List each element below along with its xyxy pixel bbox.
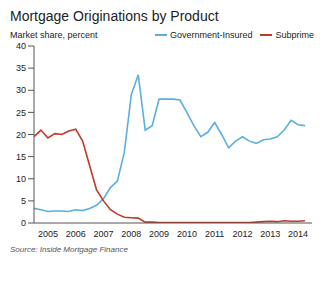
svg-text:15: 15 <box>16 152 26 162</box>
svg-text:35: 35 <box>16 63 26 73</box>
svg-text:2006: 2006 <box>66 229 86 239</box>
svg-text:40: 40 <box>16 41 26 51</box>
html-text:Market share, percent: Market share, percent <box>10 30 98 40</box>
svg-text:30: 30 <box>16 85 26 95</box>
html-text:Source: Inside Mortgage Financ: Source: Inside Mortgage Finance <box>10 245 128 254</box>
svg-text:10: 10 <box>16 174 26 184</box>
svg-text:2010: 2010 <box>177 229 197 239</box>
svg-text:0: 0 <box>21 218 26 228</box>
html-text:Subprime: Subprime <box>275 30 314 40</box>
svg-text:2014: 2014 <box>288 229 308 239</box>
svg-text:2009: 2009 <box>149 229 169 239</box>
svg-text:5: 5 <box>21 196 26 206</box>
svg-text:20: 20 <box>16 130 26 140</box>
svg-text:25: 25 <box>16 108 26 118</box>
svg-text:2007: 2007 <box>93 229 113 239</box>
svg-text:2008: 2008 <box>121 229 141 239</box>
svg-text:2013: 2013 <box>260 229 280 239</box>
svg-text:2005: 2005 <box>38 229 58 239</box>
html-text:Mortgage Originations by Produ: Mortgage Originations by Product <box>10 8 219 24</box>
html-text:Government-Insured: Government-Insured <box>169 30 253 40</box>
svg-text:2012: 2012 <box>232 229 252 239</box>
svg-text:2011: 2011 <box>205 229 224 239</box>
